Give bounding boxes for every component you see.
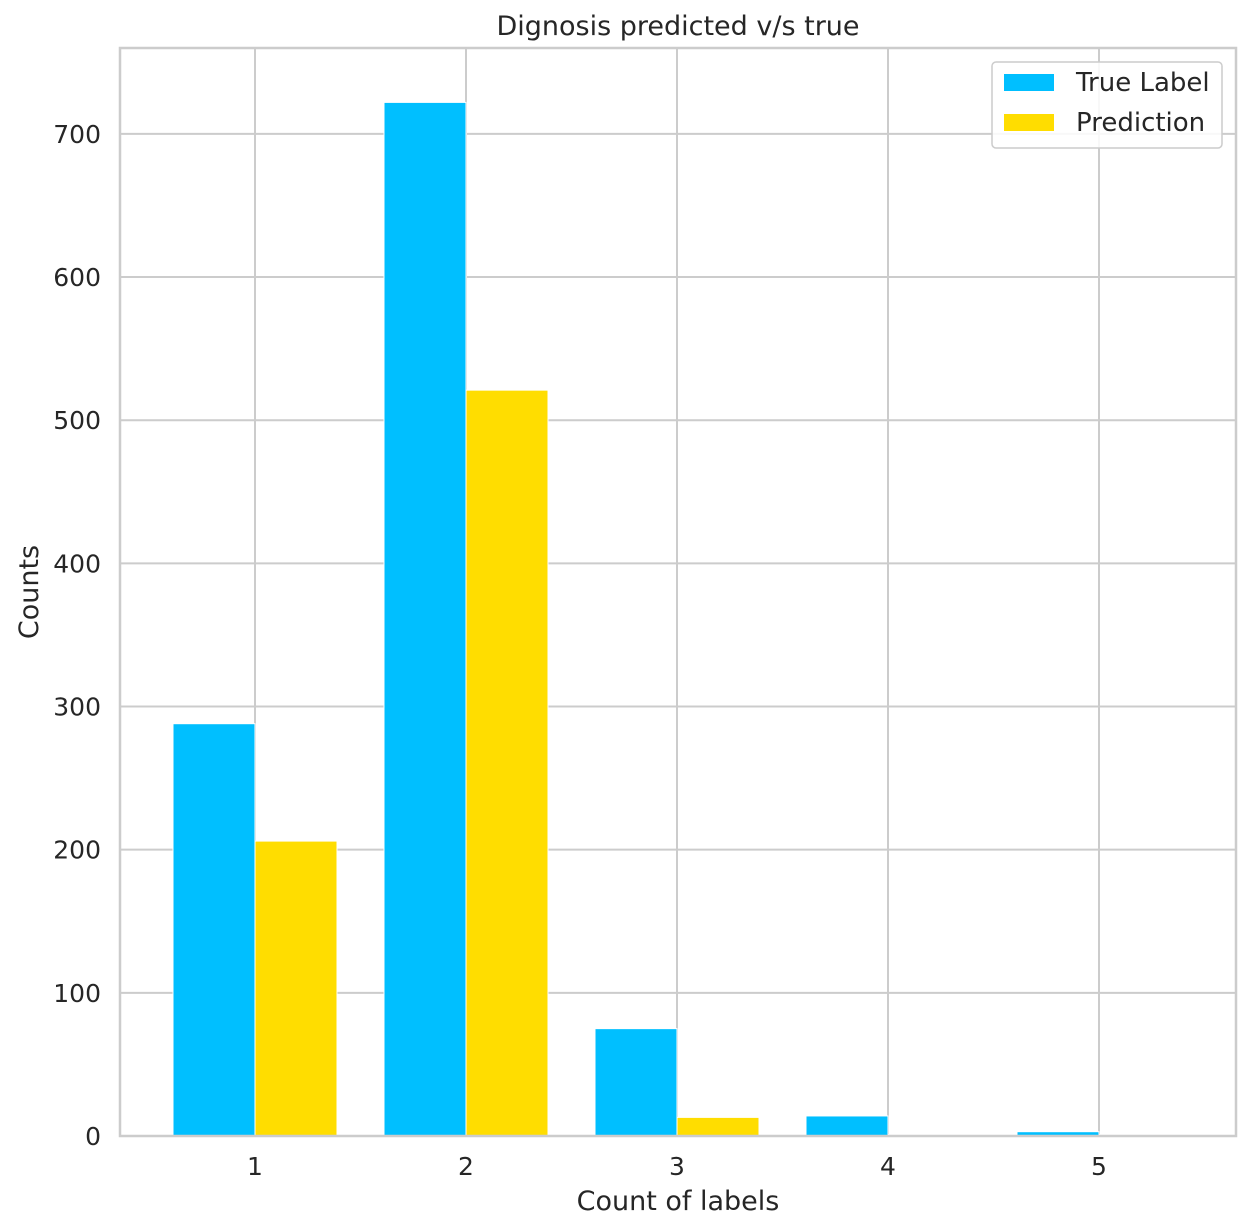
tick-labels: 0 100 200 300 400 500 600 700 1 2 3 4 5 bbox=[53, 120, 1107, 1181]
bar-true-label bbox=[383, 101, 467, 1137]
plot-frame bbox=[118, 46, 1238, 1138]
y-tick-label: 700 bbox=[53, 120, 101, 149]
x-tick-label: 5 bbox=[1091, 1152, 1107, 1181]
chart-title: Dignosis predicted v/s true bbox=[496, 11, 859, 42]
x-axis-label: Count of labels bbox=[577, 1186, 780, 1217]
x-tick-label: 4 bbox=[880, 1152, 896, 1181]
y-tick-label: 200 bbox=[53, 836, 101, 865]
y-tick-label: 500 bbox=[53, 406, 101, 435]
x-tick-label: 2 bbox=[458, 1152, 474, 1181]
bar-prediction bbox=[465, 389, 549, 1137]
bar-prediction bbox=[676, 1116, 760, 1137]
bars bbox=[172, 101, 1182, 1137]
y-axis-label: Counts bbox=[14, 545, 45, 639]
bar-prediction bbox=[254, 840, 338, 1137]
legend-swatch-prediction bbox=[1004, 114, 1054, 131]
bar-true-label bbox=[594, 1028, 678, 1137]
y-tick-label: 300 bbox=[53, 693, 101, 722]
y-tick-label: 0 bbox=[85, 1122, 101, 1151]
bar-true-label bbox=[805, 1115, 889, 1137]
y-tick-label: 600 bbox=[53, 263, 101, 292]
x-tick-label: 1 bbox=[247, 1152, 263, 1181]
legend: True Label Prediction bbox=[991, 61, 1223, 149]
x-tick-label: 3 bbox=[669, 1152, 685, 1181]
legend-label-prediction: Prediction bbox=[1076, 108, 1205, 138]
y-tick-label: 400 bbox=[53, 549, 101, 578]
y-tick-label: 100 bbox=[53, 979, 101, 1008]
bar-true-label bbox=[172, 723, 256, 1137]
legend-swatch-true-label bbox=[1004, 74, 1054, 91]
legend-label-true-label: True Label bbox=[1075, 68, 1210, 98]
